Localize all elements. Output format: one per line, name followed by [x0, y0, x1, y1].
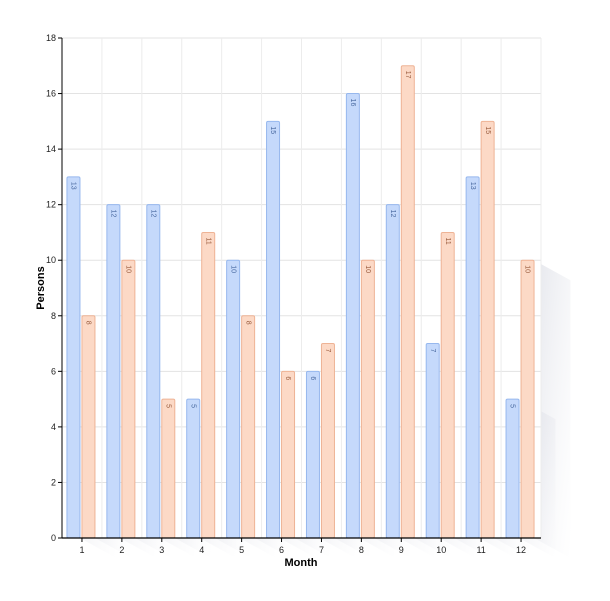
bar-data-label: 10 [364, 265, 371, 273]
y-tick-label: 0 [51, 533, 56, 543]
x-tick-label: 8 [359, 545, 364, 555]
bars: 13 8 12 10 12 5 5 11 10 8 15 6 6 7 16 10 12 17 7 11 13 15 5 10 [66, 65, 535, 539]
bar-data-label: 10 [524, 265, 531, 273]
bar-data-label: 13 [70, 182, 77, 190]
x-tick-label: 12 [516, 545, 526, 555]
x-tick-label: 10 [436, 545, 446, 555]
bar [281, 370, 296, 539]
bar-data-label: 7 [429, 349, 436, 353]
x-tick-label: 3 [159, 545, 164, 555]
bar [186, 398, 201, 539]
bar [106, 204, 121, 539]
bar-data-label: 8 [85, 321, 92, 325]
bar-data-label: 5 [189, 404, 196, 408]
bar [345, 93, 360, 539]
x-tick-label: 9 [399, 545, 404, 555]
bar [425, 343, 440, 539]
x-tick-label: 11 [476, 545, 485, 555]
bar [480, 120, 495, 539]
x-tick-label: 5 [239, 545, 244, 555]
bar [161, 398, 176, 539]
bar-shadow [534, 260, 571, 559]
bar [241, 315, 256, 539]
bar [201, 231, 216, 539]
y-tick-label: 4 [51, 422, 56, 432]
bar [146, 204, 161, 539]
bar [81, 315, 96, 539]
bar [360, 259, 375, 539]
y-axis-title: Persons [35, 266, 47, 309]
bar-data-label: 10 [229, 265, 236, 273]
bar-data-label: 5 [164, 404, 171, 408]
bar-data-label: 13 [469, 182, 476, 190]
y-tick-label: 10 [46, 255, 56, 265]
bar-data-label: 10 [125, 265, 132, 273]
y-tick-label: 8 [51, 311, 56, 321]
bar-data-label: 12 [149, 210, 156, 218]
bar [305, 370, 320, 539]
bar [121, 259, 136, 539]
grid [61, 37, 542, 539]
bar [440, 231, 455, 539]
bar [400, 65, 415, 539]
bar-data-label: 6 [309, 376, 316, 380]
bar [465, 176, 480, 539]
y-tick-label: 16 [46, 89, 56, 99]
bar-data-label: 12 [389, 210, 396, 218]
y-tick-label: 18 [46, 33, 56, 43]
y-tick-label: 2 [51, 477, 56, 487]
bar-data-label: 6 [284, 376, 291, 380]
bar [266, 120, 281, 539]
x-tick-label: 6 [279, 545, 284, 555]
bar-data-label: 11 [444, 237, 451, 244]
y-tick-label: 6 [51, 366, 56, 376]
bar [385, 204, 400, 539]
x-tick-label: 7 [319, 545, 324, 555]
x-tick-label: 4 [199, 545, 204, 555]
x-tick-label: 1 [79, 545, 84, 555]
x-axis-title: Month [285, 557, 318, 569]
bar-data-label: 12 [110, 210, 117, 218]
bar-data-label: 5 [509, 404, 516, 408]
bar-data-label: 15 [484, 126, 491, 134]
bar [66, 176, 81, 539]
bar-data-label: 15 [269, 126, 276, 134]
y-tick-label: 14 [46, 144, 56, 154]
bar-data-label: 8 [244, 321, 251, 325]
x-tick-label: 2 [119, 545, 124, 555]
y-tick-label: 12 [46, 200, 56, 210]
bar [226, 259, 241, 539]
bar-data-label: 11 [204, 237, 211, 244]
bar-data-label: 7 [324, 349, 331, 353]
bar-data-label: 16 [349, 99, 356, 107]
bar [320, 343, 335, 539]
bar-data-label: 17 [404, 71, 411, 79]
bar [505, 398, 520, 539]
bar [520, 259, 535, 539]
